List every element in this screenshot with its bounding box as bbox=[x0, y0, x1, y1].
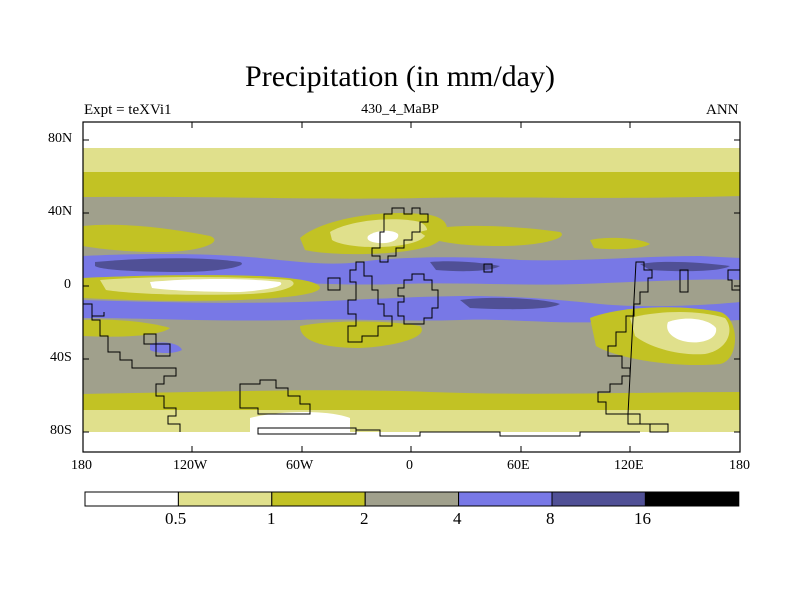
north-band-1-2-edge bbox=[83, 192, 740, 199]
lon-tick-label: 60E bbox=[507, 458, 530, 473]
island-outline-1 bbox=[327, 277, 341, 291]
itcz-north-heavy-3 bbox=[640, 261, 730, 272]
north-band-1-2 bbox=[83, 172, 740, 192]
south-band-1-2 bbox=[83, 390, 740, 410]
americas-outline-2 bbox=[92, 312, 105, 317]
south-polar-dry bbox=[83, 432, 740, 452]
lon-tick-label: 120E bbox=[614, 458, 644, 473]
antarctic-peninsula-outline bbox=[239, 379, 311, 415]
north-band-05-1 bbox=[83, 148, 740, 172]
antarctic-dry bbox=[250, 412, 350, 432]
spac-dry-1 bbox=[83, 319, 170, 337]
south-band-05-1 bbox=[83, 410, 740, 432]
lat-tick-label: 80S bbox=[50, 423, 72, 438]
precipitation-field bbox=[83, 122, 740, 452]
coastlines bbox=[83, 207, 740, 437]
run-id-label: 430_4_MaBP bbox=[361, 102, 439, 117]
legend-color-box bbox=[177, 491, 273, 507]
lon-tick-label: 120W bbox=[173, 458, 208, 473]
eq-pacific-dry-0 bbox=[150, 279, 282, 292]
legend-color-box bbox=[644, 491, 740, 507]
australia-dry-0 bbox=[667, 318, 717, 343]
lon-tick-label: 0 bbox=[406, 458, 413, 473]
legend-color-box bbox=[271, 491, 366, 507]
lon-tick-label: 180 bbox=[729, 458, 750, 473]
americas-outline-1 bbox=[83, 303, 181, 432]
spac-wet-patch bbox=[150, 342, 182, 353]
legend-label: 16 bbox=[634, 509, 651, 528]
island-outline-4 bbox=[727, 269, 740, 291]
east-dry-1 bbox=[590, 237, 650, 250]
itcz-north-heavy-2 bbox=[430, 261, 500, 272]
legend-label: 1 bbox=[267, 509, 276, 528]
africa-dry-0 bbox=[367, 230, 399, 244]
south-wet-2 bbox=[83, 304, 150, 314]
arabia-dry-1 bbox=[420, 225, 562, 246]
europe-outline bbox=[371, 207, 429, 263]
lon-tick-label: 180 bbox=[71, 458, 92, 473]
lat-tick-label: 80N bbox=[48, 131, 73, 146]
legend-label: 4 bbox=[453, 509, 462, 528]
legend-color-box bbox=[364, 491, 460, 507]
island-outline-2 bbox=[483, 263, 493, 273]
asia-australia-outline bbox=[597, 261, 669, 433]
lat-tick-label: 40S bbox=[50, 350, 72, 365]
africa-outline bbox=[347, 261, 393, 343]
legend-label: 2 bbox=[360, 509, 369, 528]
island-outline-6 bbox=[155, 343, 171, 357]
experiment-label: Expt = teXVi1 bbox=[84, 102, 172, 118]
npac-dry-1 bbox=[83, 224, 215, 252]
itcz-north-heavy-1 bbox=[95, 258, 242, 272]
safrica-dry-1 bbox=[300, 321, 422, 348]
season-label: ANN bbox=[706, 102, 739, 118]
south-heavy-1 bbox=[460, 297, 560, 310]
antarctica-outline-2 bbox=[356, 429, 640, 437]
axis-ticks bbox=[83, 122, 740, 452]
india-outline bbox=[397, 273, 439, 325]
antarctica-outline-1 bbox=[257, 427, 357, 435]
island-outline-3 bbox=[679, 269, 689, 293]
legend-label: 8 bbox=[546, 509, 555, 528]
legend-color-box bbox=[458, 491, 553, 507]
legend-label: 0.5 bbox=[165, 509, 187, 528]
south-wet-band bbox=[83, 296, 740, 323]
lat-tick-label: 40N bbox=[48, 204, 73, 219]
lon-tick-label: 60W bbox=[286, 458, 314, 473]
lat-tick-label: 0 bbox=[64, 277, 71, 292]
legend-color-box bbox=[84, 491, 179, 507]
plot-title: Precipitation (in mm/day) bbox=[245, 60, 555, 93]
legend-colorbar bbox=[84, 491, 740, 507]
legend-color-box bbox=[551, 491, 646, 507]
